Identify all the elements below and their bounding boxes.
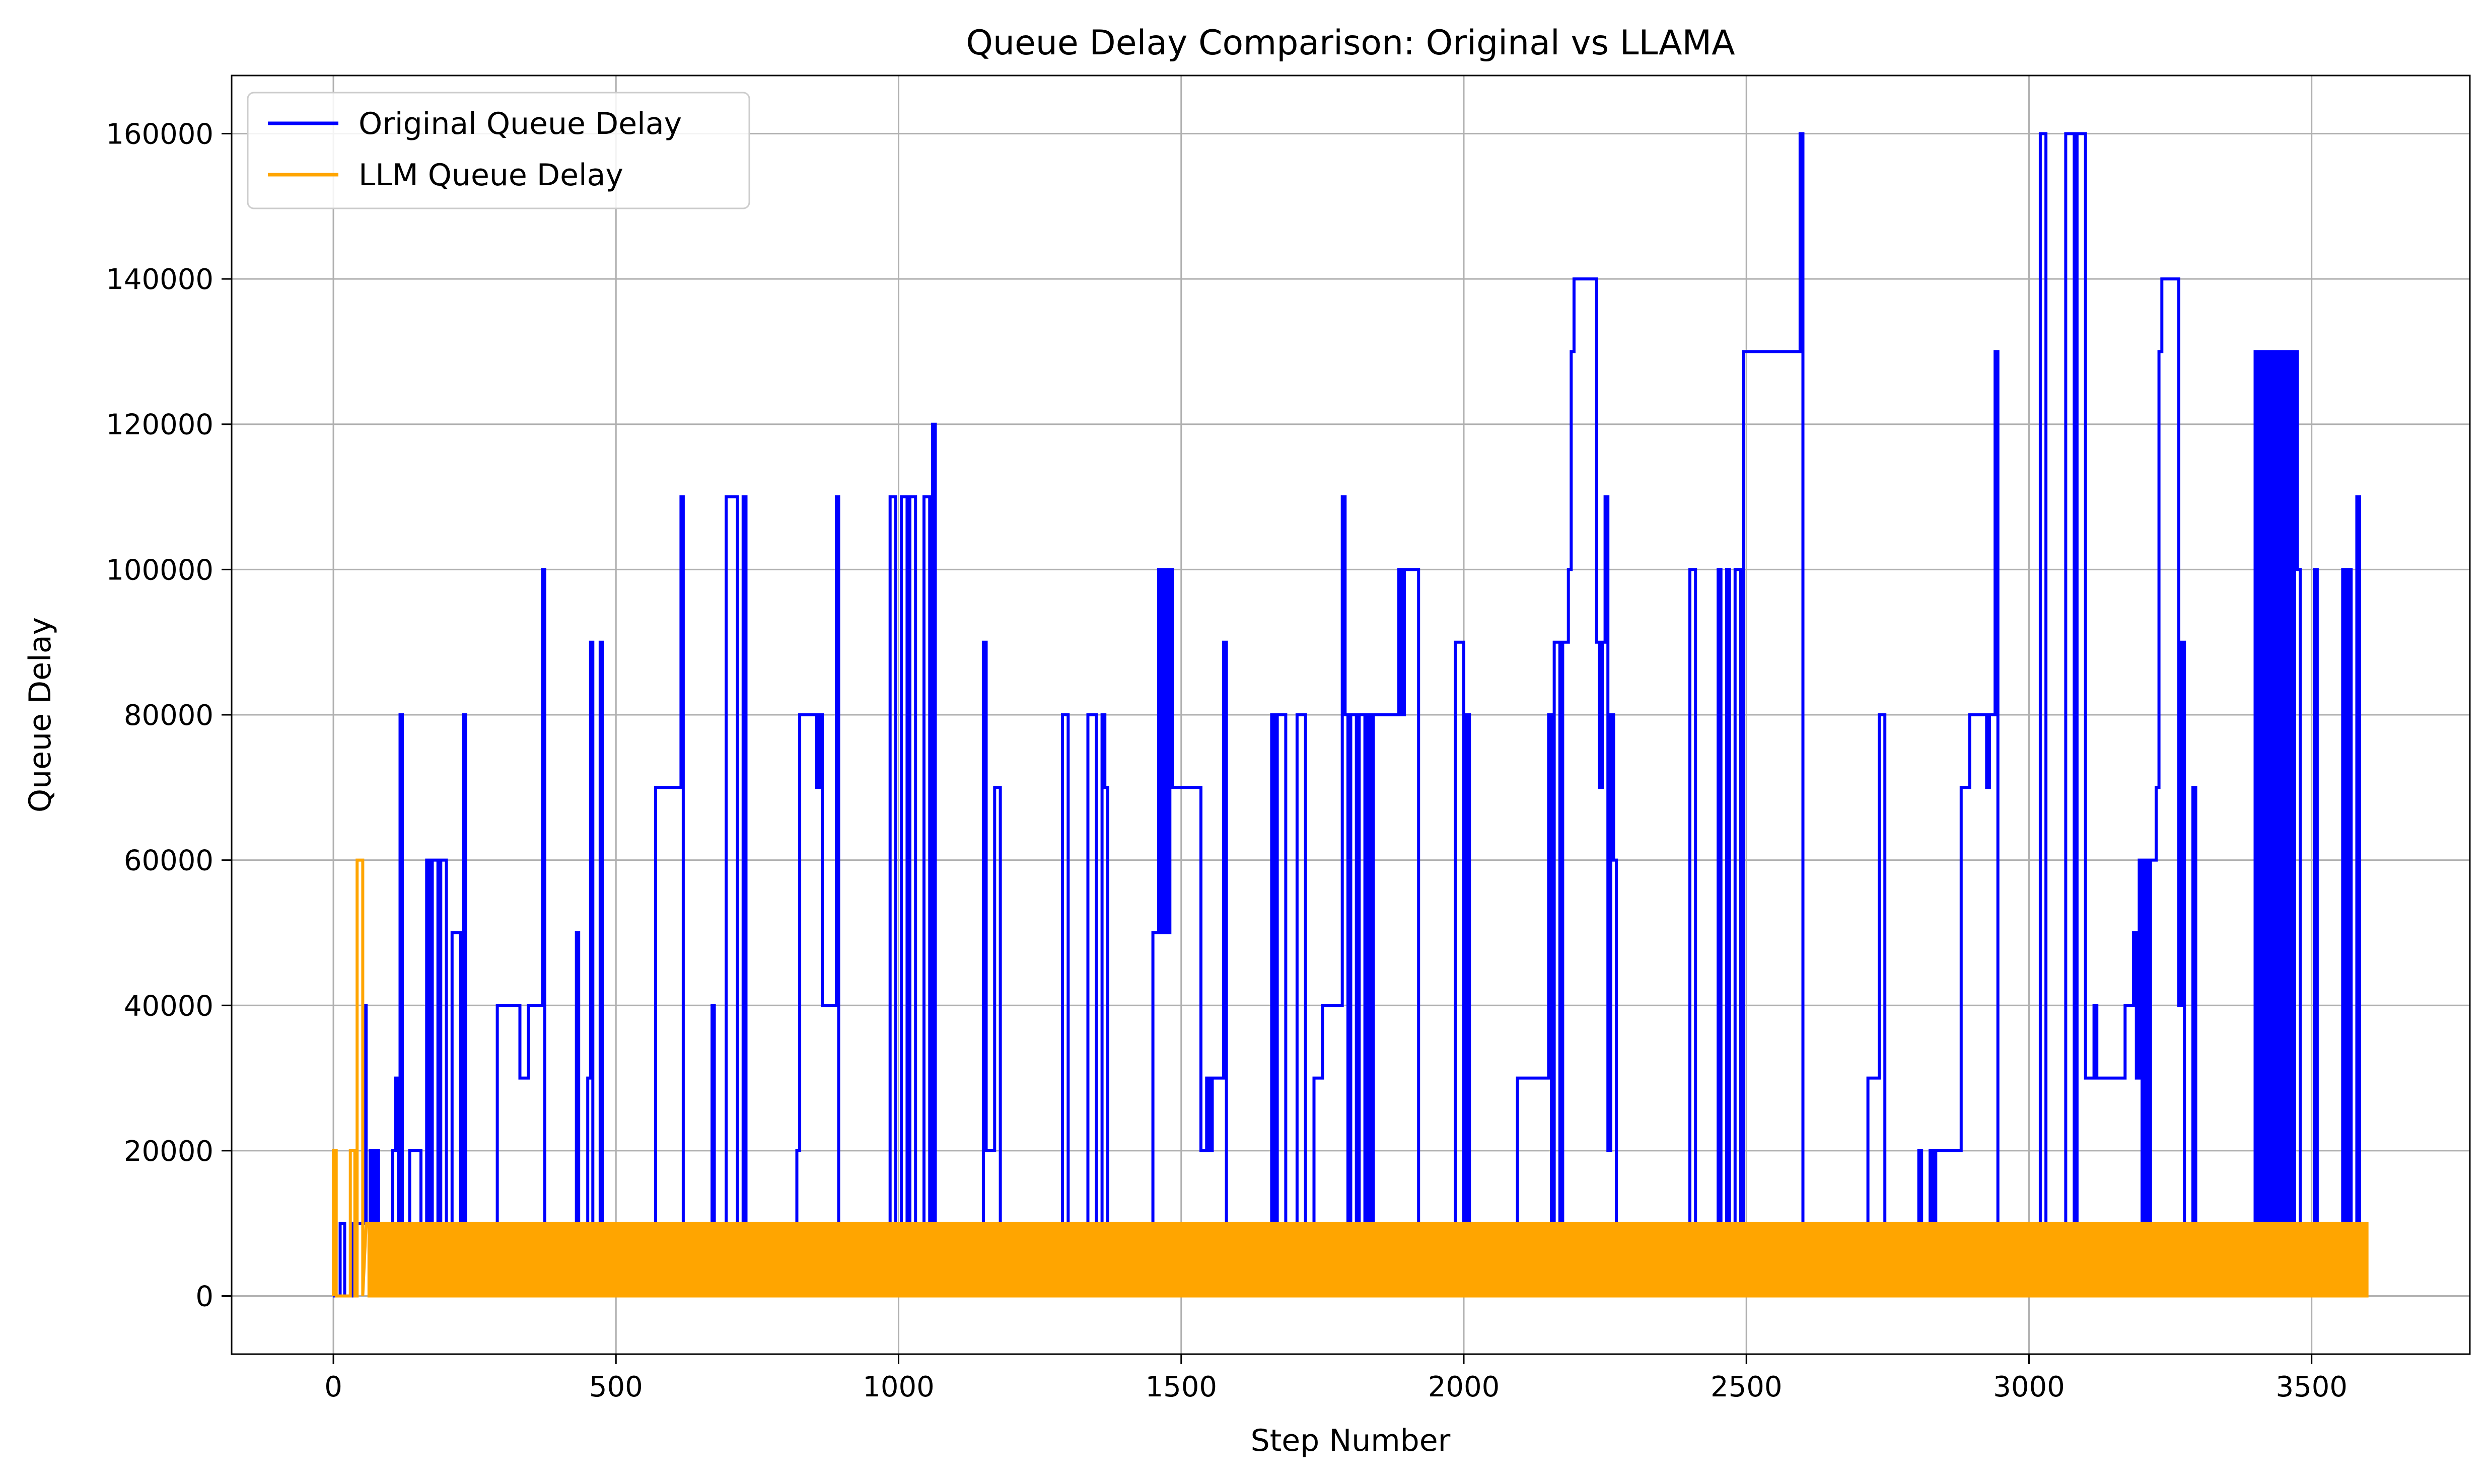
y-tick-label: 120000	[106, 409, 214, 441]
legend: Original Queue Delay LLM Queue Delay	[247, 92, 750, 209]
x-tick-label: 0	[324, 1371, 342, 1403]
ticks: 0 500 1000 1500 2000 2500 3000 3500 0 20000 40000 6…	[106, 118, 2347, 1403]
y-tick-label: 140000	[106, 263, 214, 296]
chart-title: Queue Delay Comparison: Original vs LLAM…	[966, 23, 1735, 63]
legend-box	[247, 92, 750, 209]
x-tick-label: 2500	[1711, 1371, 1783, 1403]
y-tick-label: 100000	[106, 554, 214, 586]
data-series	[332, 132, 2369, 1298]
x-axis-label: Step Number	[1251, 1423, 1451, 1458]
legend-label-original: Original Queue Delay	[359, 106, 682, 141]
y-tick-label: 80000	[124, 699, 214, 732]
y-tick-label: 0	[195, 1281, 214, 1313]
series-line-llm	[332, 858, 2369, 1298]
x-tick-label: 1000	[863, 1371, 935, 1403]
x-tick-label: 1500	[1145, 1371, 1217, 1403]
x-tick-label: 2000	[1428, 1371, 1500, 1403]
x-tick-label: 500	[589, 1371, 643, 1403]
legend-label-llm: LLM Queue Delay	[359, 158, 623, 193]
y-tick-label: 40000	[124, 990, 214, 1022]
y-axis-label: Queue Delay	[23, 617, 58, 812]
y-tick-label: 20000	[124, 1135, 214, 1168]
y-tick-label: 160000	[106, 118, 214, 151]
y-tick-label: 60000	[124, 845, 214, 877]
x-tick-label: 3500	[2275, 1371, 2347, 1403]
x-tick-label: 3000	[1993, 1371, 2065, 1403]
